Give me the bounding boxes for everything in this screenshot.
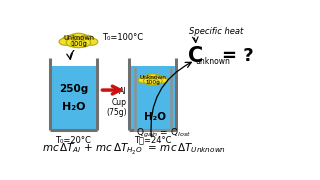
Circle shape (71, 39, 86, 48)
Circle shape (68, 33, 89, 45)
Text: = ?: = ? (222, 47, 254, 65)
Circle shape (74, 38, 91, 47)
Circle shape (59, 38, 72, 45)
Circle shape (138, 78, 148, 83)
Text: H₂O: H₂O (62, 102, 85, 112)
Text: Al
Cup
(75g): Al Cup (75g) (106, 87, 127, 117)
Text: T⁦=24°C: T⁦=24°C (134, 136, 172, 145)
Circle shape (140, 75, 153, 82)
Text: Unknown: Unknown (140, 75, 166, 80)
Circle shape (66, 38, 83, 47)
Text: 250g: 250g (59, 84, 88, 94)
Circle shape (62, 35, 78, 44)
Circle shape (143, 77, 156, 84)
Text: $mc\,\Delta T_{Al}$ + $mc\,\Delta T_{H_2O}$  = $mc\,\Delta T_{Unknown}$: $mc\,\Delta T_{Al}$ + $mc\,\Delta T_{H_2… (43, 142, 227, 157)
Bar (129, 66, 176, 130)
Text: unknown: unknown (196, 57, 231, 66)
Text: Unknown: Unknown (63, 35, 94, 41)
Circle shape (85, 38, 98, 45)
Circle shape (158, 78, 168, 83)
Text: Specific heat: Specific heat (189, 27, 243, 36)
Text: T₀=20°C: T₀=20°C (56, 136, 92, 145)
Text: 100g: 100g (145, 80, 160, 85)
Circle shape (145, 74, 161, 82)
FancyArrowPatch shape (102, 86, 120, 94)
Text: C: C (188, 46, 204, 66)
Text: T₀=100°C: T₀=100°C (102, 33, 143, 42)
Circle shape (149, 77, 162, 84)
Circle shape (78, 35, 94, 44)
Text: H₂O: H₂O (144, 112, 166, 122)
Bar (50, 66, 97, 130)
Circle shape (153, 75, 165, 82)
Circle shape (147, 79, 158, 85)
Text: 100g: 100g (70, 41, 87, 47)
Text: Q$_{gain}$ = Q$_{lost}$: Q$_{gain}$ = Q$_{lost}$ (136, 127, 192, 140)
